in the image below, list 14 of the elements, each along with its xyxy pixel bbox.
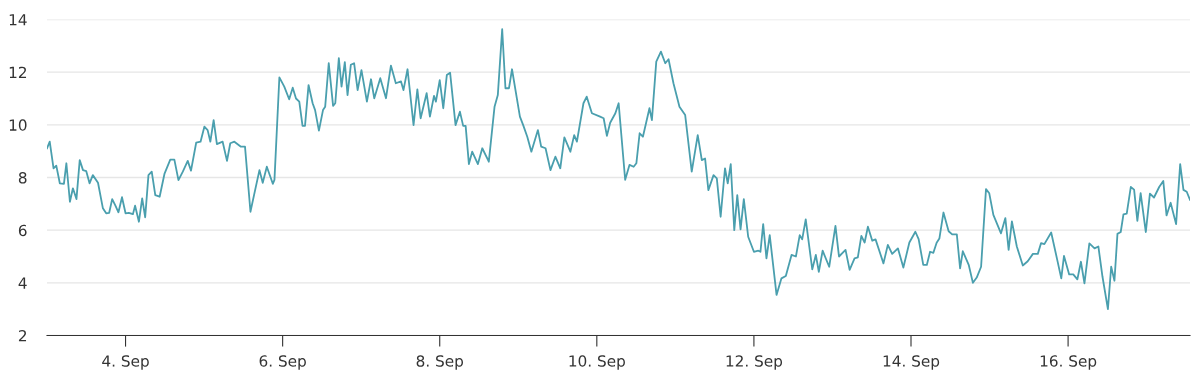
x-tick-label: 16. Sep [1040, 355, 1097, 370]
y-tick-label: 4 [18, 277, 27, 289]
y-tick-label: 14 [9, 14, 27, 26]
y-tick-label: 6 [18, 224, 27, 237]
x-tick-label: 8. Sep [416, 355, 464, 370]
y-tick-label: 12 [9, 66, 27, 78]
y-tick-label: 10 [9, 119, 27, 131]
y-tick-label: 8 [18, 171, 27, 184]
y-tick-label: 2 [18, 329, 27, 342]
x-tick-label: 12. Sep [726, 355, 783, 370]
x-tick-label: 4. Sep [102, 355, 149, 370]
x-tick-label: 14. Sep [883, 355, 940, 370]
x-tick-label: 6. Sep [259, 355, 306, 370]
x-tick-label: 10. Sep [569, 355, 625, 370]
